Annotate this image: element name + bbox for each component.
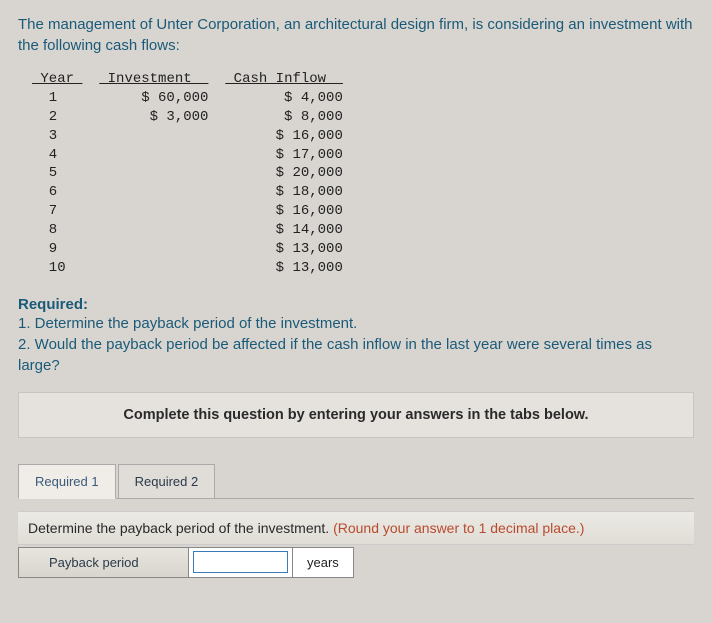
required-title: Required: bbox=[18, 296, 694, 313]
required-item-2: 2. Would the payback period be affected … bbox=[18, 334, 694, 376]
payback-period-input[interactable] bbox=[193, 551, 288, 573]
prompt-hint: (Round your answer to 1 decimal place.) bbox=[333, 520, 584, 536]
answer-unit: years bbox=[293, 548, 353, 577]
tabs-container: Required 1 Required 2 bbox=[18, 464, 694, 499]
prompt-bar: Determine the payback period of the inve… bbox=[18, 511, 694, 545]
required-block: Required: 1. Determine the payback perio… bbox=[18, 296, 694, 376]
answer-input-cell bbox=[189, 548, 293, 577]
tab-required-2[interactable]: Required 2 bbox=[118, 464, 216, 499]
answer-row: Payback period years bbox=[18, 547, 354, 578]
instruction-bar: Complete this question by entering your … bbox=[18, 392, 694, 438]
required-item-1: 1. Determine the payback period of the i… bbox=[18, 313, 694, 334]
cashflow-table: Year Investment Cash Inflow 1 $ 60,000 $… bbox=[32, 70, 694, 278]
tab-required-1[interactable]: Required 1 bbox=[18, 464, 116, 499]
answer-label: Payback period bbox=[19, 548, 189, 577]
problem-intro: The management of Unter Corporation, an … bbox=[18, 14, 694, 56]
tab-content: Determine the payback period of the inve… bbox=[18, 498, 694, 578]
prompt-main: Determine the payback period of the inve… bbox=[28, 520, 333, 536]
